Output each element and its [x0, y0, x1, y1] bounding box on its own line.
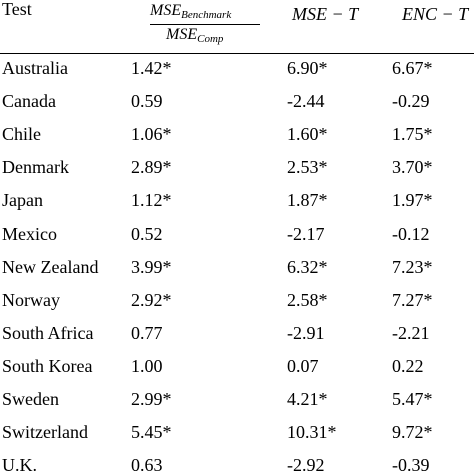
row-ratio: 2.99* — [131, 389, 172, 409]
row-country: U.K. — [2, 455, 37, 475]
row-enc-t: 5.47* — [392, 389, 433, 409]
row-country: South Africa — [2, 322, 94, 343]
row-mse-t: -2.17 — [287, 223, 325, 244]
row-country: South Korea — [2, 355, 93, 376]
row-mse-t: 1.87* — [287, 190, 328, 211]
fraction-bar — [150, 24, 260, 25]
row-enc-t: -0.12 — [392, 223, 430, 244]
row-country: Sweden — [2, 389, 59, 409]
row-country: Chile — [2, 124, 41, 145]
row-enc-t: 0.22 — [392, 355, 424, 376]
header-enc-t: ENC − T — [402, 4, 469, 24]
row-mse-t: 2.53* — [287, 157, 328, 178]
row-mse-t: -2.92 — [287, 455, 325, 475]
row-ratio: 3.99* — [131, 256, 172, 277]
row-country: Denmark — [2, 157, 69, 178]
numerator-base: MSE — [150, 2, 182, 19]
row-mse-t: 4.21* — [287, 389, 328, 409]
row-country: Canada — [2, 91, 56, 112]
header-mse-t: MSE − T — [292, 4, 359, 24]
row-ratio: 1.06* — [131, 124, 172, 145]
row-enc-t: 1.97* — [392, 190, 433, 211]
row-mse-t: 1.60* — [287, 124, 328, 145]
header-ratio-denominator: MSEComp — [166, 26, 223, 45]
row-country: New Zealand — [2, 256, 99, 277]
denominator-base: MSE — [166, 26, 198, 43]
row-ratio: 1.42* — [131, 58, 172, 78]
row-country: Switzerland — [2, 422, 88, 443]
row-ratio: 1.12* — [131, 190, 172, 211]
row-country: Norway — [2, 289, 60, 310]
row-mse-t: -2.44 — [287, 91, 325, 112]
numerator-sub: Benchmark — [181, 9, 232, 21]
row-enc-t: 1.75* — [392, 124, 433, 145]
row-enc-t: 3.70* — [392, 157, 433, 178]
row-ratio: 0.59 — [131, 91, 163, 112]
header-mse-ratio: MSEBenchmark MSEComp — [146, 0, 264, 50]
row-enc-t: 7.23* — [392, 256, 433, 277]
row-ratio: 1.00 — [131, 355, 163, 376]
row-mse-t: 10.31* — [287, 422, 337, 443]
denominator-sub: Comp — [197, 33, 224, 45]
row-ratio: 0.77 — [131, 322, 163, 343]
row-ratio: 0.52 — [131, 223, 163, 244]
row-mse-t: -2.91 — [287, 322, 325, 343]
row-enc-t: 9.72* — [392, 422, 433, 443]
row-mse-t: 0.07 — [287, 355, 319, 376]
row-enc-t: -0.39 — [392, 455, 430, 475]
row-mse-t: 2.58* — [287, 289, 328, 310]
row-country: Australia — [2, 58, 68, 78]
row-country: Japan — [2, 190, 43, 211]
row-enc-t: 7.27* — [392, 289, 433, 310]
row-ratio: 5.45* — [131, 422, 172, 443]
header-test: Test — [2, 0, 32, 19]
header-rule — [0, 53, 474, 54]
row-mse-t: 6.90* — [287, 58, 328, 78]
row-enc-t: -2.21 — [392, 322, 430, 343]
row-ratio: 2.89* — [131, 157, 172, 178]
row-enc-t: -0.29 — [392, 91, 430, 112]
row-ratio: 2.92* — [131, 289, 172, 310]
row-ratio: 0.63 — [131, 455, 163, 475]
row-mse-t: 6.32* — [287, 256, 328, 277]
row-country: Mexico — [2, 223, 57, 244]
header-ratio-numerator: MSEBenchmark — [150, 2, 231, 21]
row-enc-t: 6.67* — [392, 58, 433, 78]
